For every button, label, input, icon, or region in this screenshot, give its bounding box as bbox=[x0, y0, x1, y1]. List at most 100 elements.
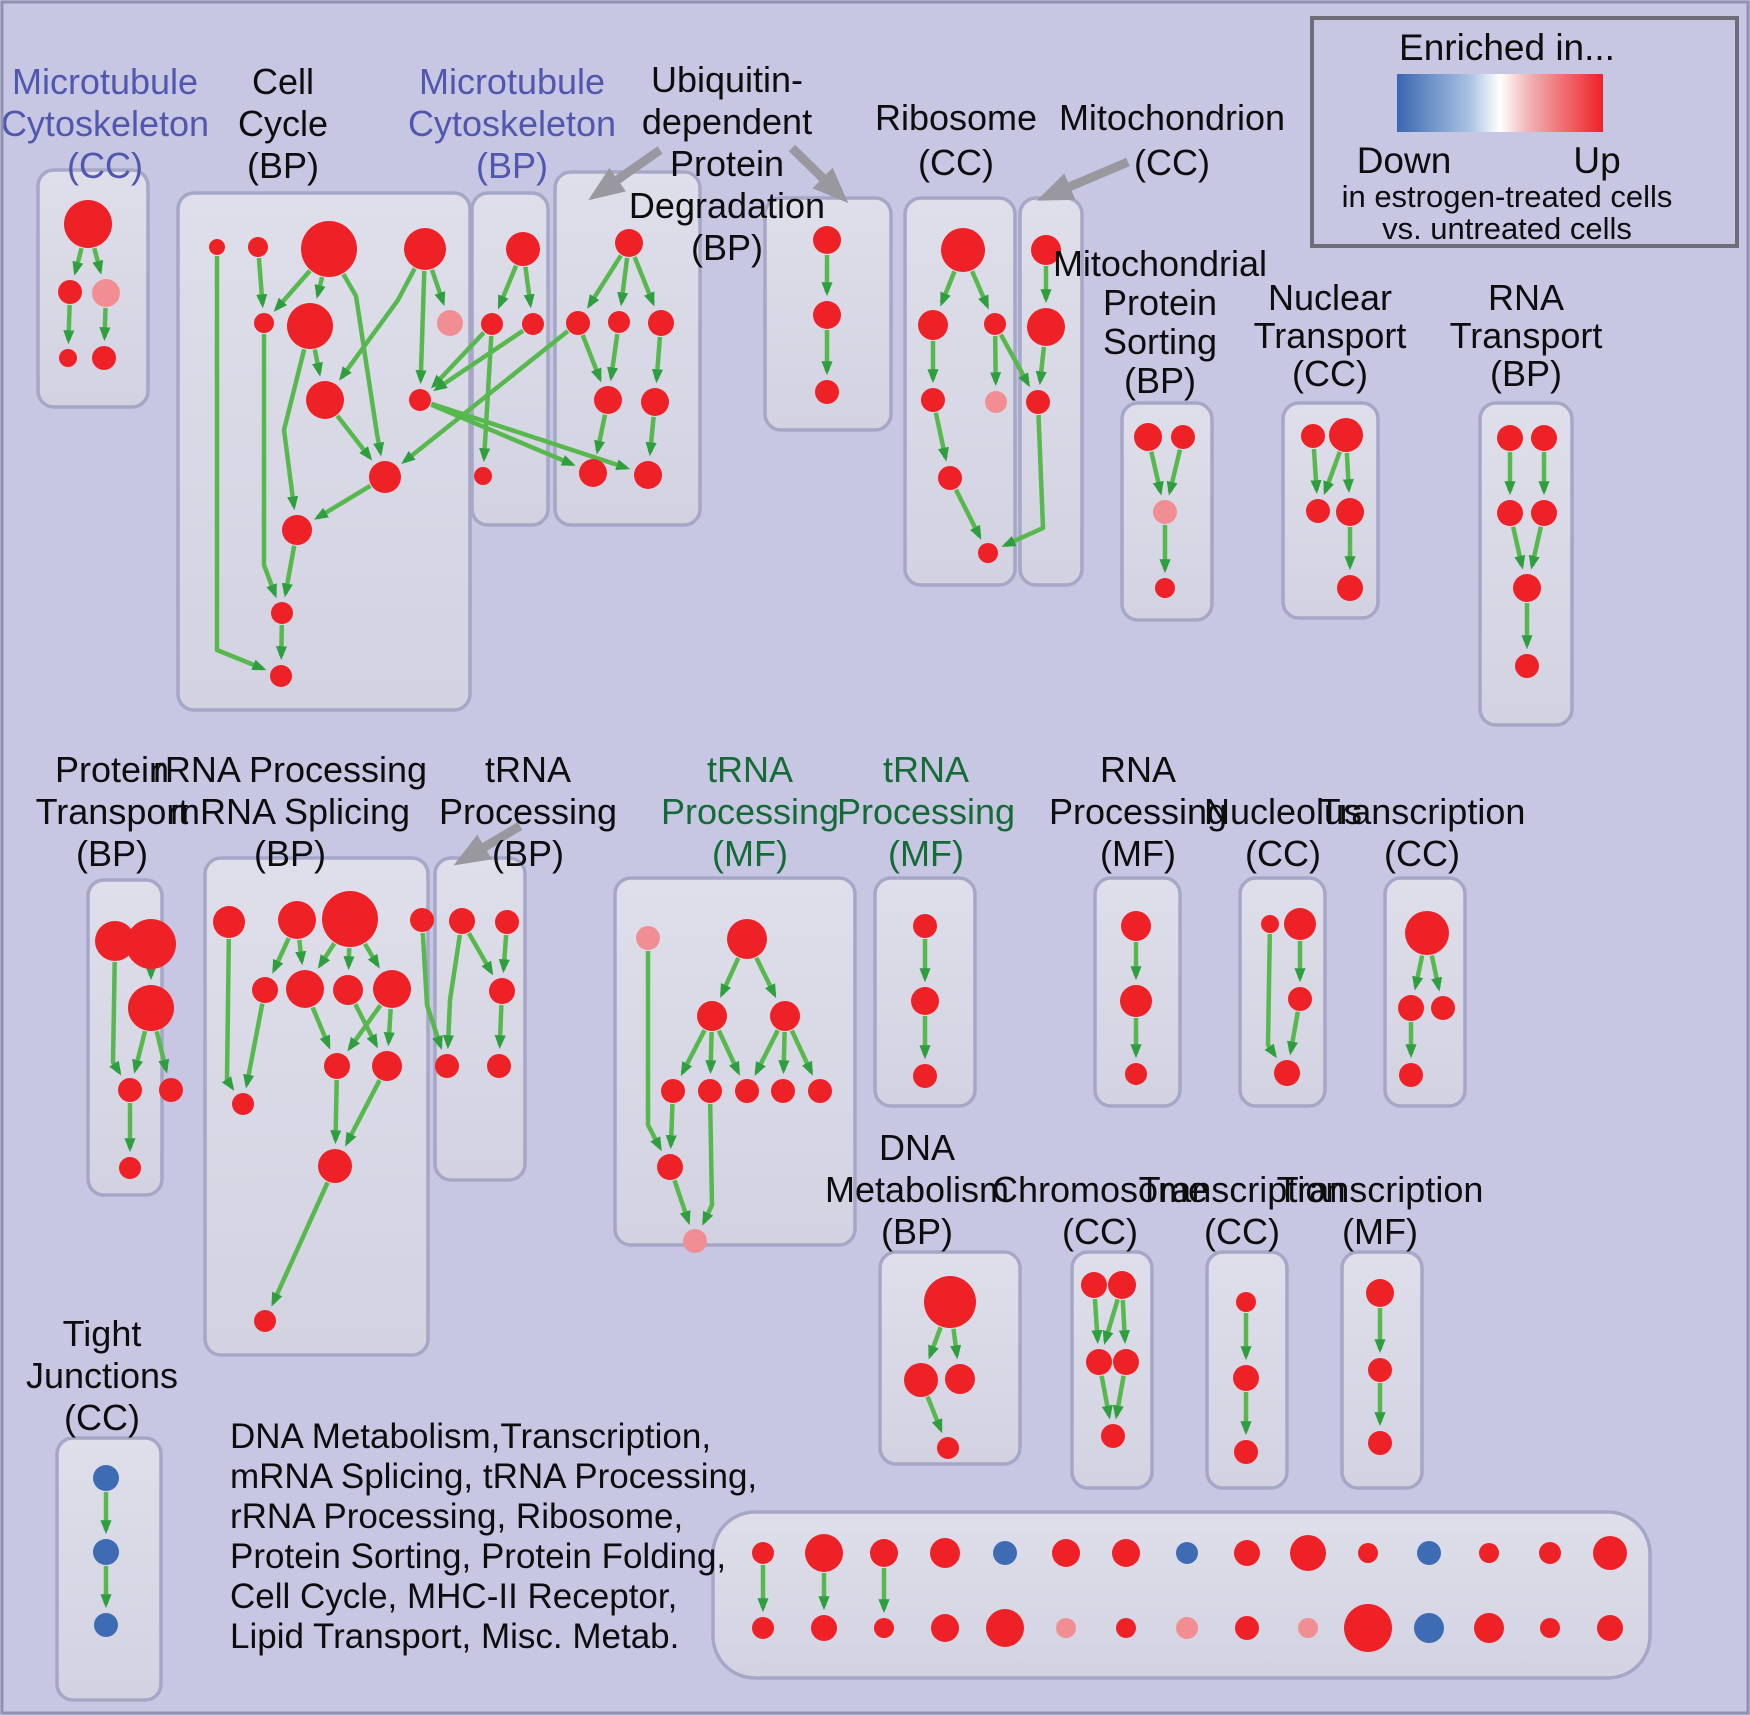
node-bottom-strip-22 bbox=[1176, 1617, 1198, 1639]
node-dna-metabolism-1 bbox=[904, 1363, 938, 1397]
label-transcription-mf-line-1: (MF) bbox=[1342, 1211, 1418, 1252]
node-rrna-5 bbox=[286, 970, 324, 1008]
edge-rna-transport bbox=[1510, 526, 1526, 570]
label-tight-junctions-line-0: Tight bbox=[63, 1313, 142, 1354]
edge-chromosome bbox=[1118, 1299, 1130, 1345]
annotation-arrow bbox=[453, 822, 523, 866]
edge-nuclear-transport bbox=[1342, 452, 1354, 494]
edge-rrna bbox=[383, 1008, 395, 1047]
edge-mito-sorting bbox=[1166, 449, 1183, 496]
edge-dna-metabolism bbox=[927, 1326, 943, 1360]
note-line-2: rRNA Processing, Ribosome, bbox=[230, 1497, 683, 1536]
group-box-chromosome bbox=[1070, 1250, 1154, 1490]
edge-rna-transport bbox=[1528, 526, 1544, 570]
legend-line1: in estrogen-treated cells bbox=[1342, 179, 1673, 214]
layer-annotations bbox=[453, 144, 1130, 866]
label-nucleolus-line-0: Nucleolus bbox=[1204, 791, 1362, 832]
edge-trna-mf-big bbox=[716, 1029, 741, 1076]
edge-nuclear-transport bbox=[1323, 451, 1342, 496]
node-rrna-4 bbox=[252, 977, 278, 1003]
label-mito-sorting-line-2: Sorting bbox=[1103, 321, 1217, 362]
label-nuclear-transport-line-0: Nuclear bbox=[1268, 277, 1392, 318]
edge-chromosome bbox=[1099, 1375, 1113, 1420]
edge-rrna bbox=[345, 1079, 382, 1147]
node-dna-metabolism-3 bbox=[937, 1437, 959, 1459]
layer-edges bbox=[63, 247, 1550, 1614]
node-cell-cycle-11 bbox=[271, 602, 293, 624]
edge-ubiq1 bbox=[645, 416, 657, 457]
edge-trna-bp bbox=[498, 934, 510, 974]
label-trna-mf-small-line-2: (MF) bbox=[888, 833, 964, 874]
label-rna-transport-line-1: Transport bbox=[1450, 315, 1603, 356]
node-nuclear-transport-2 bbox=[1306, 499, 1330, 523]
edge-ribosome bbox=[939, 270, 957, 307]
node-ribosome-5 bbox=[938, 466, 962, 490]
edge-trna-mf-big bbox=[672, 1179, 691, 1226]
node-rrna-12 bbox=[254, 1310, 276, 1332]
edge-ribosome bbox=[990, 335, 1002, 387]
edge-nucleolus bbox=[1287, 1011, 1301, 1056]
node-tight-junctions-2 bbox=[94, 1613, 118, 1637]
node-bottom-strip-13 bbox=[1539, 1542, 1561, 1564]
edge-trna-bp bbox=[442, 934, 463, 1050]
label-tight-junctions-line-1: Junctions bbox=[26, 1355, 178, 1396]
edge-cell-cycle bbox=[335, 414, 373, 461]
node-nuclear-transport-3 bbox=[1336, 498, 1364, 526]
label-mito-line-0: Mitochondrion bbox=[1059, 97, 1285, 138]
annotation-arrow bbox=[588, 146, 663, 201]
label-nuclear-transport-line-1: Transport bbox=[1254, 315, 1407, 356]
edge-cell-cycle bbox=[312, 349, 323, 377]
edge-mt-bp bbox=[523, 266, 535, 309]
node-chromosome-3 bbox=[1113, 1349, 1139, 1375]
edge-cross-mt-bp-cell-cycle bbox=[433, 328, 525, 392]
node-bottom-strip-17 bbox=[874, 1618, 894, 1638]
edge-trna-mf-big bbox=[665, 1103, 677, 1150]
node-protein-transport-2 bbox=[128, 985, 174, 1031]
node-protein-transport-1 bbox=[126, 919, 176, 969]
node-rna-proc-mf-2 bbox=[1125, 1063, 1147, 1085]
label-protein-transport-line-2: (BP) bbox=[76, 833, 148, 874]
node-mito-sorting-2 bbox=[1153, 500, 1177, 524]
node-rna-transport-1 bbox=[1531, 425, 1557, 451]
node-cell-cycle-3 bbox=[404, 228, 446, 270]
label-mt-cc-line-1: Cytoskeleton bbox=[1, 103, 209, 144]
edge-cell-cycle bbox=[339, 267, 417, 381]
node-nuclear-transport-0 bbox=[1301, 424, 1325, 448]
node-transcription-cc-2-0 bbox=[1405, 911, 1449, 955]
group-box-dna-metabolism bbox=[878, 1250, 1022, 1466]
label-trna-mf-small-line-0: tRNA bbox=[883, 749, 969, 790]
node-rrna-6 bbox=[333, 975, 363, 1005]
node-bottom-strip-27 bbox=[1474, 1613, 1504, 1643]
node-mt-cc-3 bbox=[59, 349, 77, 367]
node-trna-mf-big-10 bbox=[683, 1229, 707, 1253]
label-dna-metabolism-line-0: DNA bbox=[879, 1127, 955, 1168]
label-mito-sorting-line-3: (BP) bbox=[1124, 360, 1196, 401]
label-mito-sorting-line-0: Mitochondrial bbox=[1053, 243, 1267, 284]
node-transcription-mf-2 bbox=[1368, 1431, 1392, 1455]
edge-rrna bbox=[362, 942, 380, 969]
node-bottom-strip-14 bbox=[1593, 1536, 1627, 1570]
node-bottom-strip-28 bbox=[1540, 1618, 1560, 1638]
label-rrna-line-2: (BP) bbox=[254, 833, 326, 874]
label-mt-bp-line-1: Cytoskeleton bbox=[408, 103, 616, 144]
node-transcription-mf-1 bbox=[1368, 1358, 1392, 1382]
node-nucleolus-3 bbox=[1274, 1060, 1300, 1086]
node-rrna-8 bbox=[324, 1053, 350, 1079]
label-trna-bp-line-0: tRNA bbox=[485, 749, 571, 790]
node-mito-sorting-0 bbox=[1134, 423, 1162, 451]
node-bottom-strip-4 bbox=[993, 1541, 1017, 1565]
node-rna-proc-mf-0 bbox=[1121, 911, 1151, 941]
node-trna-bp-4 bbox=[487, 1054, 511, 1078]
label-mt-bp-line-0: Microtubule bbox=[419, 61, 605, 102]
node-mt-bp-1 bbox=[481, 313, 503, 335]
node-trna-mf-big-8 bbox=[808, 1079, 832, 1103]
node-cell-cycle-12 bbox=[270, 665, 292, 687]
edge-ubiq1 bbox=[594, 414, 608, 455]
node-mito-0 bbox=[1031, 235, 1061, 265]
node-trna-bp-0 bbox=[449, 908, 475, 934]
node-mt-bp-2 bbox=[522, 313, 544, 335]
label-rna-proc-mf-line-2: (MF) bbox=[1100, 833, 1176, 874]
edge-mito bbox=[1035, 346, 1047, 386]
